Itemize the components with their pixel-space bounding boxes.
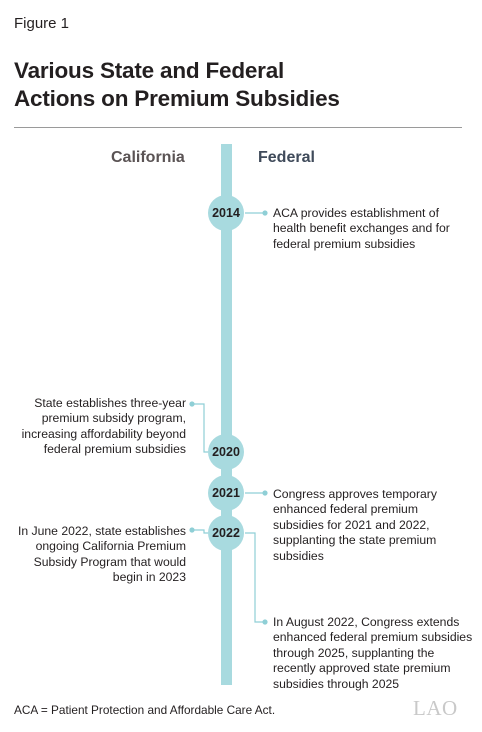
event-line: In August 2022, Congress extends [273,615,460,629]
event-line: subsidies for 2021 and 2022, [273,517,430,532]
event-line: federal premium subsidies [43,442,186,457]
connector-dot-2022-state [189,527,195,533]
connector-2022-federal [245,532,264,623]
connector-2020-state [191,403,208,453]
node-2021: 2021 [208,475,244,511]
event-line: Congress approves temporary [273,487,437,501]
connector-dot-2020 [189,401,195,407]
event-line: subsidies [273,548,324,563]
event-line: Subsidy Program that would [33,554,186,569]
connector-dot-2022-federal [262,619,268,625]
event-line: through 2025, supplanting the [273,645,435,660]
lao-logo: LAO [413,696,458,720]
connector-dot-2014 [262,210,268,216]
title-line-2: Actions on Premium Subsidies [14,86,340,111]
event-line: federal premium subsidies [273,236,416,251]
node-2014: 2014 [208,195,244,231]
event-line: ACA provides establishment of [273,206,439,220]
title-line-1: Various State and Federal [14,58,285,83]
column-header-federal: Federal [258,149,315,166]
connector-2022-state [191,529,208,534]
event-line: begin in 2023 [112,570,186,585]
figure-label: Figure 1 [14,15,70,32]
node-2022: 2022 [208,515,244,551]
event-state-2020: State establishes three-year premium sub… [14,396,186,458]
event-federal-2014: ACA provides establishment of health ben… [273,206,473,252]
event-line: enhanced federal premium subsidies [273,630,473,645]
event-line: subsidies through 2025 [273,676,400,691]
title-divider [14,127,462,128]
event-federal-2022: In August 2022, Congress extends enhance… [273,615,481,692]
event-line: State establishes three-year [34,396,186,410]
event-line: increasing affordability beyond [21,426,186,441]
event-line: supplanting the state premium [273,533,437,548]
event-line: recently approved state premium [273,661,451,676]
event-line: In June 2022, state establishes [17,524,186,538]
event-state-2022: In June 2022, state establishes ongoing … [6,524,186,586]
event-line: enhanced federal premium [273,502,418,517]
node-2020: 2020 [208,434,244,470]
event-line: ongoing California Premium [35,539,186,554]
event-federal-2021: Congress approves temporary enhanced fed… [273,487,473,564]
column-header-california: California [111,149,185,166]
event-line: health benefit exchanges and for [273,221,450,236]
event-line: premium subsidy program, [41,411,186,426]
figure-title: Various State and Federal Actions on Pre… [14,57,454,113]
footnote: ACA = Patient Protection and Affordable … [14,703,276,717]
connector-dot-2021 [262,490,268,496]
timeline-spine [221,144,232,685]
